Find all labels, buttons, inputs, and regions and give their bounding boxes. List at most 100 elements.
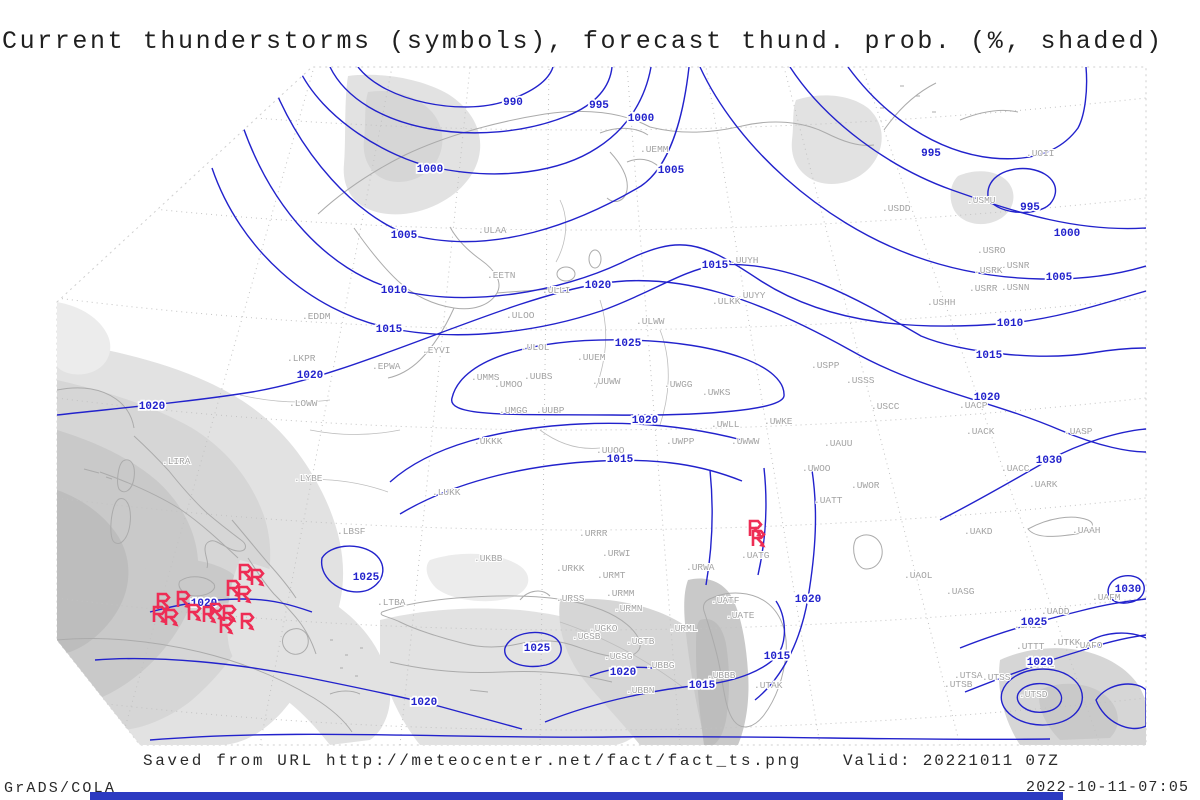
grads-cola-credit: GrADS/COLA: [4, 780, 117, 797]
station-label: .UWWW: [731, 436, 760, 447]
isobar-label: 1015: [764, 651, 791, 663]
station-label: .UATG: [741, 550, 770, 561]
station-label: .LYBE: [294, 473, 323, 484]
station-label: .UATE: [726, 610, 755, 621]
isobar-label: 1025: [524, 643, 551, 655]
isobar-label: 1005: [1046, 272, 1073, 284]
station-label: .UBBN: [626, 685, 655, 696]
station-label: .UUYH: [730, 255, 759, 266]
isobar-label: 1015: [689, 680, 716, 692]
isobar-label: 1020: [974, 392, 1000, 404]
isobar-label: 1000: [628, 113, 654, 125]
station-label: .UAFM: [1092, 592, 1121, 603]
station-label: .UUOO: [596, 445, 625, 456]
station-label: .UUBP: [536, 405, 565, 416]
isobar-label: 1020: [795, 594, 821, 606]
station-label: .EYVI: [422, 345, 451, 356]
station-label: .UEMM: [640, 144, 669, 155]
station-label: .UTSB: [944, 679, 973, 690]
progress-bar[interactable]: [90, 792, 1063, 800]
isobar-label: 1020: [632, 415, 658, 427]
isobar-label: 1015: [702, 260, 729, 272]
station-label: .USRO: [977, 245, 1006, 256]
station-label: .UAFO: [1074, 640, 1103, 651]
station-label: .EETN: [487, 270, 516, 281]
coastline-layer: [57, 82, 1093, 733]
station-label: .UWOR: [851, 480, 880, 491]
station-label: .UWKS: [702, 387, 731, 398]
isobar-label: 1030: [1115, 584, 1141, 596]
station-label: .UKKK: [474, 436, 503, 447]
isobar-label: 1015: [376, 324, 403, 336]
station-label: .UTSS: [982, 672, 1011, 683]
station-label: .UAKD: [964, 526, 993, 537]
station-label: .UADD: [1041, 606, 1070, 617]
station-label: .UASG: [946, 586, 975, 597]
isobar-label: 1020: [411, 697, 437, 709]
station-label: .UWGG: [664, 379, 693, 390]
station-label: .UUWW: [592, 376, 621, 387]
station-label: .UTSD: [1019, 689, 1048, 700]
station-label: .UOII: [1026, 148, 1055, 159]
station-label: .URMT: [597, 570, 626, 581]
station-label: .UACK: [966, 426, 995, 437]
station-label: .ULKK: [712, 296, 741, 307]
station-label: .USMU: [967, 195, 996, 206]
station-label: .USRR: [969, 283, 998, 294]
station-label: .UUYY: [737, 290, 766, 301]
station-label: .LKPR: [287, 353, 316, 364]
station-label: .UUBS: [524, 371, 553, 382]
station-label: .UWPP: [666, 436, 695, 447]
station-label: .UBBG: [646, 660, 675, 671]
station-label: .UTAK: [754, 680, 783, 691]
station-label: .UWLL: [711, 419, 740, 430]
station-label: .USDD: [882, 203, 911, 214]
station-label: .LTBA: [377, 597, 406, 608]
station-label: .UGSG: [604, 651, 633, 662]
station-label: .ULOO: [506, 310, 535, 321]
isobar-label: 1025: [1021, 617, 1048, 629]
station-label: .URWI: [602, 548, 631, 559]
isobar-label: 1000: [417, 164, 443, 176]
station-label: .USHH: [927, 297, 956, 308]
station-label: .ULWW: [636, 316, 665, 327]
creation-timestamp: 2022-10-11-07:05: [1026, 779, 1190, 796]
saved-from-url-caption: Saved from URL http://meteocenter.net/fa…: [143, 752, 802, 770]
station-label: .UUEM: [577, 352, 606, 363]
station-label: .EPWA: [372, 361, 401, 372]
station-label: .UTSA: [954, 670, 983, 681]
station-label: .UGSB: [572, 631, 601, 642]
isobar-label: 1020: [585, 280, 611, 292]
valid-time-caption: Valid: 20221011 07Z: [843, 752, 1060, 770]
isobar-label: 1025: [353, 572, 380, 584]
station-label: .UAAH: [1072, 525, 1101, 536]
isobar-label: 1010: [381, 285, 407, 297]
station-label: .UATT: [814, 495, 843, 506]
station-label: .UTTT: [1016, 641, 1045, 652]
isobar-label: 1000: [1054, 228, 1080, 240]
isobar-label: 995: [1020, 202, 1040, 214]
station-label: .UMOO: [494, 379, 523, 390]
station-label: .URMN: [614, 603, 643, 614]
station-label: .UWOO: [802, 463, 831, 474]
station-label: .URRR: [579, 528, 608, 539]
isobar-label: 1025: [615, 338, 642, 350]
page-title: Current thunderstorms (symbols), forecas…: [2, 27, 1164, 56]
station-label: .UBBB: [707, 670, 736, 681]
station-label: .UARK: [1029, 479, 1058, 490]
station-label: .UGKO: [589, 623, 618, 634]
station-label: .URWA: [686, 562, 715, 573]
isobar-label: 1005: [391, 230, 418, 242]
isobar-label-layer: 990 995 1000 1000 1005 1005 1010 1015 1020 1020 10…: [137, 95, 1143, 711]
station-label: .USRK: [974, 265, 1003, 276]
station-label: .LIRA: [162, 456, 191, 467]
station-label: .UACP: [959, 400, 988, 411]
station-label: .UTKK: [1052, 637, 1081, 648]
station-label: .URML: [669, 623, 698, 634]
station-label-layer: .UEMM .ULAA .UUYH .UUYY.ULKK .EETN .ULLI .ULOO…: [161, 143, 1122, 701]
station-label: .UACC: [1001, 463, 1030, 474]
station-label: .UTDL: [1026, 659, 1055, 670]
station-label: .LUKK: [432, 487, 461, 498]
